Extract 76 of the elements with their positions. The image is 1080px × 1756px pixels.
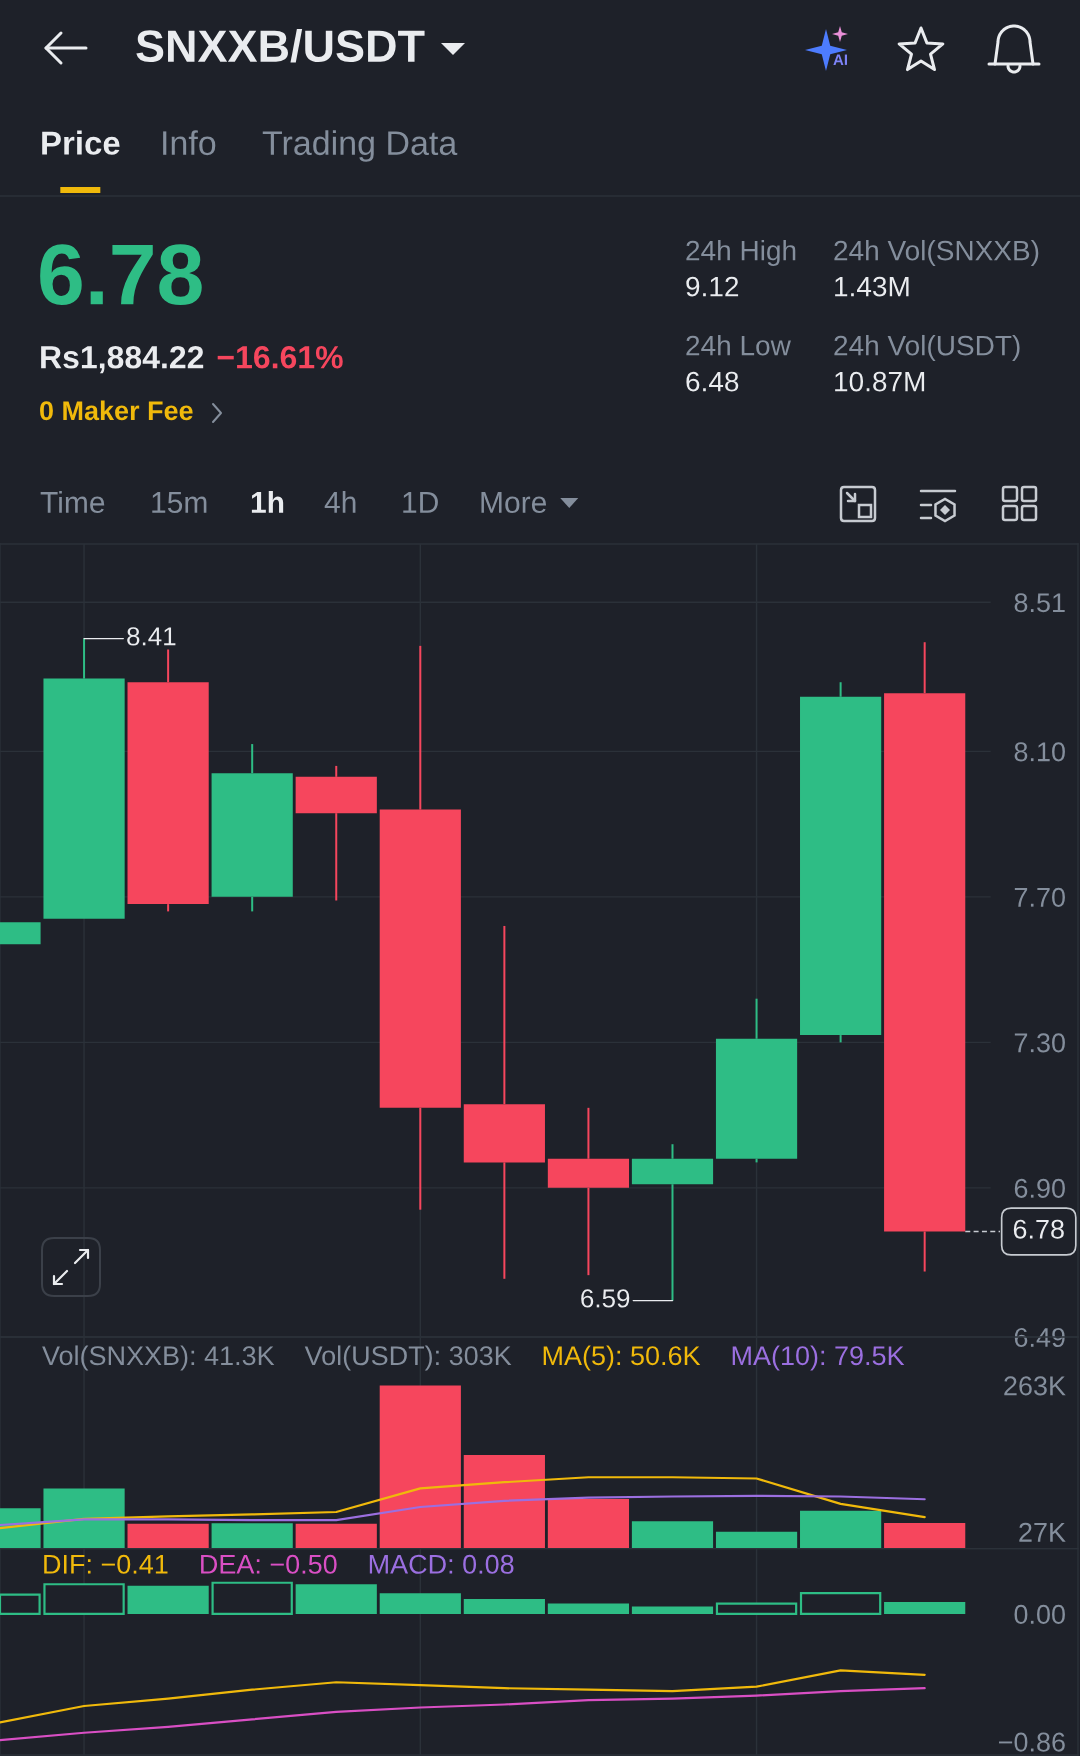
line-series — [0, 1494, 926, 1527]
y-tick-label: 7.70 — [1014, 887, 1065, 907]
text: DEA: −0.50 — [201, 1554, 337, 1574]
annotation: Vol(SNXXB): 41.3K — [42, 1345, 275, 1371]
bar — [295, 1584, 377, 1614]
text: AI — [833, 54, 847, 65]
text: Time — [40, 491, 105, 514]
bar — [631, 1606, 714, 1614]
bar — [127, 1585, 209, 1614]
text: SNXXB/USDT — [136, 29, 425, 63]
candlestick — [211, 743, 293, 913]
ref-line-label: 6.78 — [1013, 1219, 1064, 1239]
text: 24h Low — [686, 334, 791, 356]
bar — [884, 1602, 966, 1614]
text: −16.61% — [217, 345, 343, 369]
bar — [800, 1510, 882, 1549]
bar — [715, 1531, 798, 1549]
y-tick-label: 27K — [1019, 1522, 1066, 1542]
candlestick — [547, 1106, 630, 1277]
bar — [463, 1454, 545, 1549]
bar — [631, 1521, 714, 1549]
text: Price — [42, 130, 120, 155]
bar — [715, 1602, 798, 1616]
bar — [799, 1592, 882, 1616]
text: 24h Vol(SNXXB) — [834, 239, 1039, 267]
text: 6.48 — [686, 371, 739, 392]
text: More — [481, 492, 547, 514]
text: 1.43M — [835, 276, 909, 297]
text: 0 Maker Fee — [40, 400, 193, 421]
text: 1D — [403, 492, 438, 513]
bar — [379, 1385, 461, 1549]
candlestick — [295, 764, 377, 902]
y-tick-label: 263K — [1004, 1376, 1066, 1396]
text: Rs1,884.22 — [41, 345, 204, 374]
y-tick-label: 7.30 — [1014, 1033, 1065, 1053]
candlestick — [800, 681, 882, 1044]
y-tick-label: 6.49 — [1014, 1327, 1065, 1348]
line-series — [0, 1669, 926, 1724]
y-tick-label: 8.51 — [1014, 593, 1065, 613]
bar — [379, 1593, 461, 1614]
bar — [43, 1583, 125, 1616]
bar — [127, 1523, 209, 1549]
text: 10.87M — [835, 371, 925, 392]
candlestick — [127, 648, 209, 913]
bar — [211, 1523, 293, 1549]
bar — [295, 1523, 377, 1549]
bar — [547, 1498, 630, 1549]
y-tick-label: 0.00 — [1014, 1604, 1065, 1624]
line-series — [0, 1687, 926, 1742]
annotation: MACD: 0.08 — [369, 1554, 514, 1574]
text: 1h — [251, 491, 284, 513]
candlestick — [631, 1143, 714, 1302]
text: 24h Vol(USDT) — [834, 334, 1020, 362]
text: Info — [163, 130, 216, 156]
y-tick-label: 8.10 — [1014, 742, 1065, 762]
text: 15m — [152, 492, 207, 514]
line-series — [0, 1476, 926, 1530]
bar — [463, 1599, 545, 1614]
bar — [884, 1522, 966, 1549]
candlestick — [463, 924, 545, 1280]
annotation: Vol(USDT): 303K — [304, 1345, 512, 1371]
y-tick-label: −0.86 — [999, 1732, 1065, 1752]
y-tick-label: 6.90 — [1014, 1178, 1065, 1198]
annotation: 8.41 — [127, 627, 176, 646]
text: 6.78 — [40, 244, 202, 306]
text: 24h High — [686, 239, 796, 267]
bar — [211, 1581, 293, 1616]
bar — [547, 1603, 630, 1614]
text: DIF: −0.41 — [44, 1554, 168, 1574]
text: MA(10): 79.5K — [732, 1345, 905, 1371]
annotation: 6.59 — [581, 1289, 630, 1308]
text: MA(5): 50.6K — [543, 1345, 701, 1371]
text: Trading Data — [262, 130, 458, 162]
text: 4h — [324, 491, 356, 513]
text: 9.12 — [686, 276, 739, 297]
bar — [43, 1488, 125, 1549]
